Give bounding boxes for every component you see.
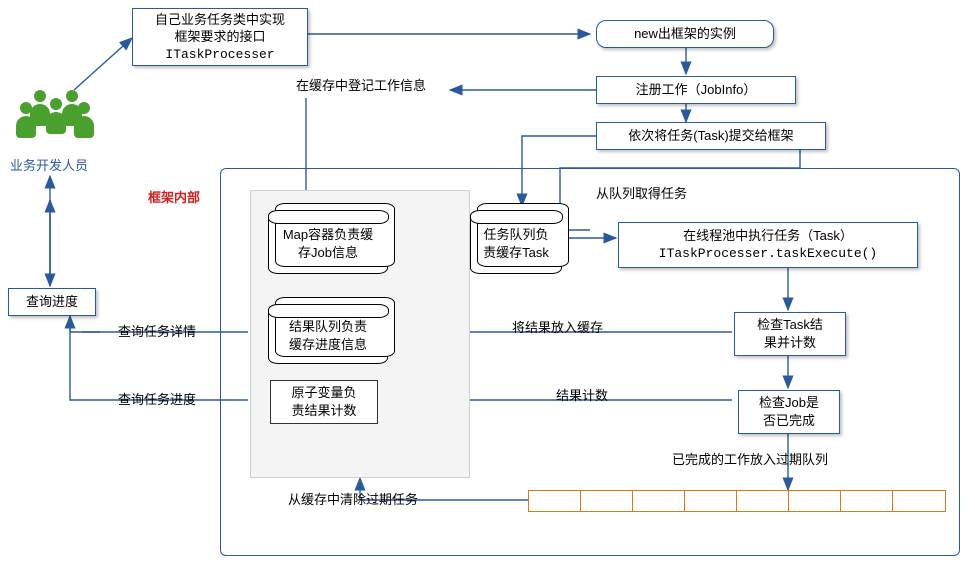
map-cache-cyl: Map容器负责缓 存Job信息 xyxy=(268,210,388,274)
fetch-from-queue-label: 从队列取得任务 xyxy=(596,186,687,203)
task-queue-text: 任务队列负 责缓存Task xyxy=(483,226,549,261)
query-progress-box: 查询进度 xyxy=(8,288,96,316)
developer-label: 业务开发人员 xyxy=(10,158,88,175)
itask-line3: ITaskProcesser xyxy=(165,46,274,64)
new-instance-box: new出框架的实例 xyxy=(596,20,774,48)
put-result-label: 将结果放入缓存 xyxy=(512,320,603,337)
itask-processor-box: 自己业务任务类中实现 框架要求的接口 ITaskProcesser xyxy=(132,8,308,66)
check-job-box: 检查Job是 否已完成 xyxy=(738,390,840,434)
itask-line2: 框架要求的接口 xyxy=(174,28,265,46)
developer-icon xyxy=(16,88,94,152)
query-detail-label: 查询任务详情 xyxy=(118,324,196,341)
completed-to-expire-label: 已完成的工作放入过期队列 xyxy=(672,452,828,469)
register-in-cache-label: 在缓存中登记工作信息 xyxy=(296,78,426,95)
result-count-label: 结果计数 xyxy=(556,388,608,405)
framework-internal-label: 框架内部 xyxy=(148,190,200,207)
submit-task-box: 依次将任务(Task)提交给框架 xyxy=(596,122,826,150)
expire-queue xyxy=(528,490,946,512)
atomic-count-box: 原子变量负 责结果计数 xyxy=(270,380,378,424)
result-queue-cyl: 结果队列负责 缓存进度信息 xyxy=(268,304,388,364)
register-job-box: 注册工作（JobInfo） xyxy=(596,76,796,104)
itask-line1: 自己业务任务类中实现 xyxy=(155,11,285,29)
map-cache-text: Map容器负责缓 存Job信息 xyxy=(283,226,373,261)
result-queue-text: 结果队列负责 缓存进度信息 xyxy=(289,318,367,353)
check-task-box: 检查Task结 果并计数 xyxy=(734,312,846,356)
clear-expired-label: 从缓存中清除过期任务 xyxy=(288,492,418,509)
exec-task-line2: ITaskProcesser.taskExecute() xyxy=(659,245,877,263)
task-queue-cyl: 任务队列负 责缓存Task xyxy=(470,210,562,274)
exec-task-line1: 在线程池中执行任务（Task） xyxy=(683,227,853,245)
query-task-progress-label: 查询任务进度 xyxy=(118,392,196,409)
exec-task-box: 在线程池中执行任务（Task） ITaskProcesser.taskExecu… xyxy=(618,222,918,268)
